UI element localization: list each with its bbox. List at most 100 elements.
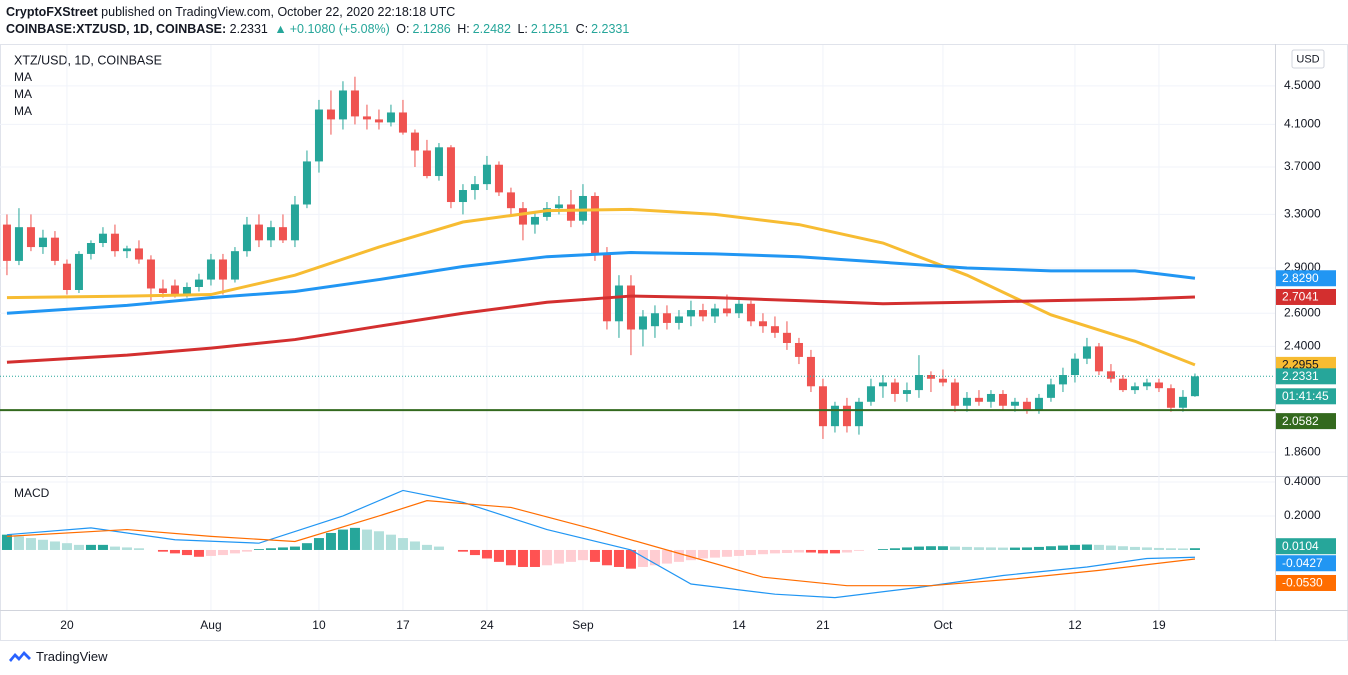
candle-body bbox=[194, 279, 203, 287]
quote-line: COINBASE:XTZUSD, 1D, COINBASE: 2.2331 ▲ +… bbox=[6, 21, 632, 38]
candle-body bbox=[830, 405, 839, 427]
candle-body bbox=[806, 356, 815, 387]
y-tick-label: 3.7000 bbox=[1284, 159, 1321, 173]
histogram-bar bbox=[541, 549, 552, 566]
candle-body bbox=[890, 382, 899, 394]
logo bbox=[9, 651, 31, 662]
candle-body bbox=[182, 286, 191, 295]
candle-body bbox=[1058, 375, 1067, 385]
symbol: COINBASE:XTZUSD, 1D, COINBASE: bbox=[6, 22, 227, 36]
histogram-bar bbox=[1021, 547, 1032, 550]
histogram-label: 0.0104 bbox=[1282, 539, 1319, 553]
candle-body bbox=[866, 386, 875, 402]
histogram-bar bbox=[637, 549, 648, 567]
histogram-label-box bbox=[1276, 538, 1336, 555]
y-tick-label: 2.4000 bbox=[1284, 339, 1321, 353]
histogram-bar bbox=[505, 549, 516, 566]
histogram-bar bbox=[925, 546, 936, 550]
ma-label-box bbox=[1276, 270, 1336, 287]
candle-body bbox=[818, 386, 827, 427]
candle-body bbox=[458, 190, 467, 203]
candle-body bbox=[638, 316, 647, 330]
histogram-bar bbox=[301, 543, 312, 550]
countdown-box bbox=[1276, 388, 1336, 405]
ma-label: 2.7041 bbox=[1282, 290, 1319, 304]
candle-body bbox=[962, 397, 971, 406]
candle-body bbox=[782, 332, 791, 343]
histogram-bar bbox=[157, 549, 168, 552]
legend-entry: MA bbox=[14, 104, 32, 118]
histogram-bar bbox=[1177, 548, 1188, 550]
x-tick-label: 24 bbox=[480, 618, 494, 632]
histogram-bar bbox=[49, 541, 60, 550]
candle-body bbox=[842, 405, 851, 427]
pane-title: XTZ/USD, 1D, COINBASE bbox=[14, 53, 162, 67]
histogram-bar bbox=[577, 549, 588, 561]
moving-average bbox=[6, 251, 1196, 315]
histogram-bar bbox=[1165, 548, 1176, 550]
x-tick-label: 17 bbox=[396, 618, 410, 632]
candle-body bbox=[974, 397, 983, 402]
candle-body bbox=[1166, 388, 1175, 408]
histogram-bar bbox=[85, 544, 96, 550]
candle-body bbox=[950, 382, 959, 406]
candle-body bbox=[698, 310, 707, 317]
candle-body bbox=[62, 263, 71, 290]
histogram-bar bbox=[517, 549, 528, 567]
candle-body bbox=[242, 224, 251, 252]
candle-body bbox=[1106, 371, 1115, 379]
candle-body bbox=[722, 308, 731, 314]
candle-body bbox=[254, 224, 263, 241]
candle-body bbox=[626, 285, 635, 330]
y-tick-label: 0.2000 bbox=[1284, 508, 1321, 522]
histogram-bar bbox=[421, 544, 432, 550]
histogram-bar bbox=[13, 536, 24, 550]
histogram-bar bbox=[73, 544, 84, 550]
header: CryptoFXStreet published on TradingView.… bbox=[6, 4, 632, 38]
histogram-bar bbox=[1093, 544, 1104, 550]
histogram-bar bbox=[1129, 546, 1140, 550]
histogram-bar bbox=[433, 546, 444, 550]
candle-body bbox=[398, 112, 407, 133]
publisher: CryptoFXStreet bbox=[6, 5, 98, 19]
candle-body bbox=[350, 90, 359, 117]
histogram-bar bbox=[325, 532, 336, 550]
histogram-bar bbox=[193, 549, 204, 557]
candle-body bbox=[1082, 346, 1091, 359]
candle-body bbox=[518, 208, 527, 225]
l-label: L: bbox=[517, 22, 528, 36]
candle-body bbox=[614, 285, 623, 322]
y-tick-label: 2.6000 bbox=[1284, 305, 1321, 319]
histogram-bar bbox=[169, 549, 180, 554]
candle-body bbox=[134, 248, 143, 260]
candle-body bbox=[110, 233, 119, 252]
histogram-bar bbox=[133, 548, 144, 550]
candle-body bbox=[86, 243, 95, 254]
y-tick-label: 4.5000 bbox=[1284, 78, 1321, 92]
candle-body bbox=[122, 248, 131, 252]
histogram-bar bbox=[97, 544, 108, 550]
candle-body bbox=[38, 237, 47, 248]
candle-body bbox=[170, 285, 179, 295]
histogram-bar bbox=[1069, 544, 1080, 550]
histogram-bar bbox=[121, 547, 132, 550]
histogram-bar bbox=[553, 549, 564, 564]
candle-body bbox=[230, 251, 239, 280]
moving-average bbox=[6, 294, 1196, 364]
candle-body bbox=[74, 253, 83, 290]
histogram-bar bbox=[1009, 547, 1020, 550]
histogram-bar bbox=[385, 534, 396, 550]
currency-box bbox=[1291, 49, 1325, 69]
candle-body bbox=[482, 164, 491, 185]
candle-body bbox=[506, 192, 515, 209]
histogram-bar bbox=[997, 547, 1008, 550]
histogram-bar bbox=[217, 549, 228, 556]
histogram-bar bbox=[973, 547, 984, 550]
macd-label: -0.0530 bbox=[1282, 576, 1323, 590]
candle-body bbox=[1094, 346, 1103, 372]
histogram-bar bbox=[625, 549, 636, 569]
candle-body bbox=[1154, 382, 1163, 389]
histogram-bar bbox=[1081, 544, 1092, 550]
candle-body bbox=[1190, 376, 1199, 397]
histogram-bar bbox=[337, 529, 348, 550]
